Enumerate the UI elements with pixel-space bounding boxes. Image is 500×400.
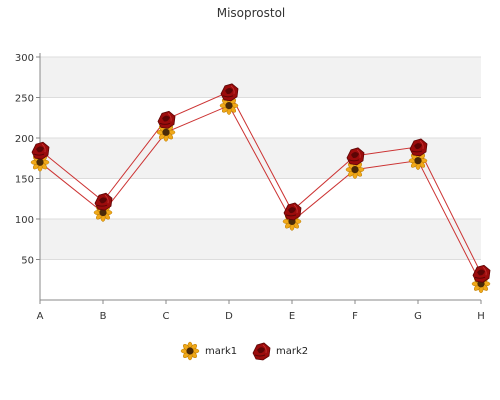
rose-marker-icon: [157, 110, 176, 129]
rose-marker-icon: [94, 192, 113, 211]
x-tick-label: C: [163, 311, 170, 322]
x-tick-label: B: [100, 311, 107, 322]
grid-band: [40, 219, 481, 260]
legend-rose-icon: [252, 342, 271, 361]
y-tick-label: 100: [15, 215, 34, 226]
grid-band: [40, 57, 481, 98]
x-tick-label: G: [414, 311, 422, 322]
legend-label: mark1: [205, 346, 237, 357]
legend-label: mark2: [276, 346, 308, 357]
y-tick-label: 50: [21, 256, 34, 267]
series-lines: [39, 91, 482, 285]
series-markers: [30, 83, 491, 294]
grid-band: [40, 138, 481, 179]
y-axis-ticks: 50 100 150 200 250 300: [15, 53, 40, 267]
y-tick-label: 300: [15, 53, 34, 64]
legend: mark1 mark2: [180, 341, 308, 361]
x-tick-label: F: [352, 311, 358, 322]
x-tick-label: H: [477, 311, 485, 322]
gridlines: [40, 56, 481, 260]
series-line-mark1: [39, 104, 482, 285]
y-tick-label: 150: [15, 175, 34, 186]
y-tick-label: 250: [15, 94, 34, 105]
series-line-mark2: [39, 91, 482, 274]
x-tick-label: A: [37, 311, 44, 322]
rose-marker-icon: [283, 202, 302, 221]
chart-title: Misoprostol: [217, 6, 286, 20]
plot-background: [40, 57, 481, 260]
x-tick-label: D: [225, 311, 233, 322]
x-tick-label: E: [289, 311, 295, 322]
axes: [39, 53, 481, 301]
rose-marker-icon: [472, 264, 491, 283]
y-tick-label: 200: [15, 134, 34, 145]
x-axis-ticks: A B C D E F G H: [37, 300, 485, 322]
rose-marker-icon: [31, 141, 50, 160]
legend-sunflower-icon: [180, 341, 200, 361]
